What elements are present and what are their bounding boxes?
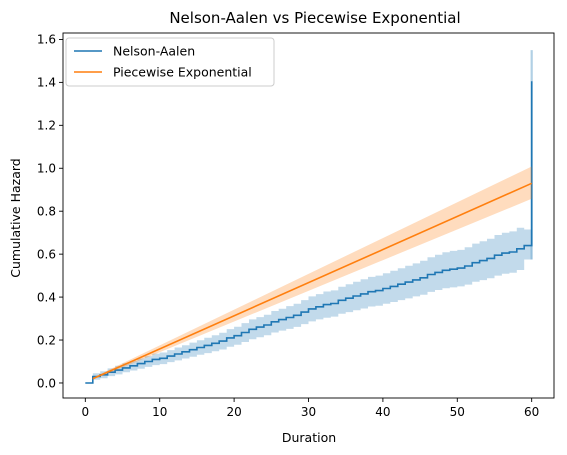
plot-area: 0 10 20 30 40 50 60 0.0 0.2 0.4 0.6 0.8 1.0 1.2 1.4 1.6	[37, 32, 555, 419]
y-tick-label: 1.4	[37, 76, 56, 90]
x-tick-label: 50	[450, 405, 465, 419]
series-line-piecewise-exponential	[92, 182, 533, 380]
y-tick-label: 0.0	[37, 376, 56, 390]
x-tick-label: 40	[375, 405, 390, 419]
series-line-nelson-aalen	[85, 81, 533, 384]
y-axis-label: Cumulative Hazard	[8, 158, 23, 277]
chart-title: Nelson-Aalen vs Piecewise Exponential	[169, 9, 460, 27]
y-tick-label: 0.2	[37, 333, 56, 347]
y-tick-label: 0.6	[37, 247, 56, 261]
y-tick-label: 1.0	[37, 162, 56, 176]
legend: Nelson-Aalen Piecewise Exponential	[65, 37, 275, 87]
x-tick-label: 20	[226, 405, 241, 419]
x-tick-label: 30	[301, 405, 316, 419]
legend-label-piecewise-exponential: Piecewise Exponential	[113, 65, 252, 80]
y-tick-label: 0.8	[37, 205, 56, 219]
y-tick-label: 0.4	[37, 290, 56, 304]
y-tick-label: 1.2	[37, 119, 56, 133]
x-axis-label: Duration	[282, 430, 336, 445]
band-nelson-aalen	[85, 227, 532, 383]
band-piecewise-exponential	[92, 166, 532, 380]
y-tick-label: 1.6	[37, 33, 56, 47]
x-tick-label: 10	[152, 405, 167, 419]
x-tick-label: 60	[524, 405, 539, 419]
legend-label-nelson-aalen: Nelson-Aalen	[113, 44, 195, 59]
x-tick-label: 0	[81, 405, 89, 419]
legend-frame	[65, 37, 275, 87]
